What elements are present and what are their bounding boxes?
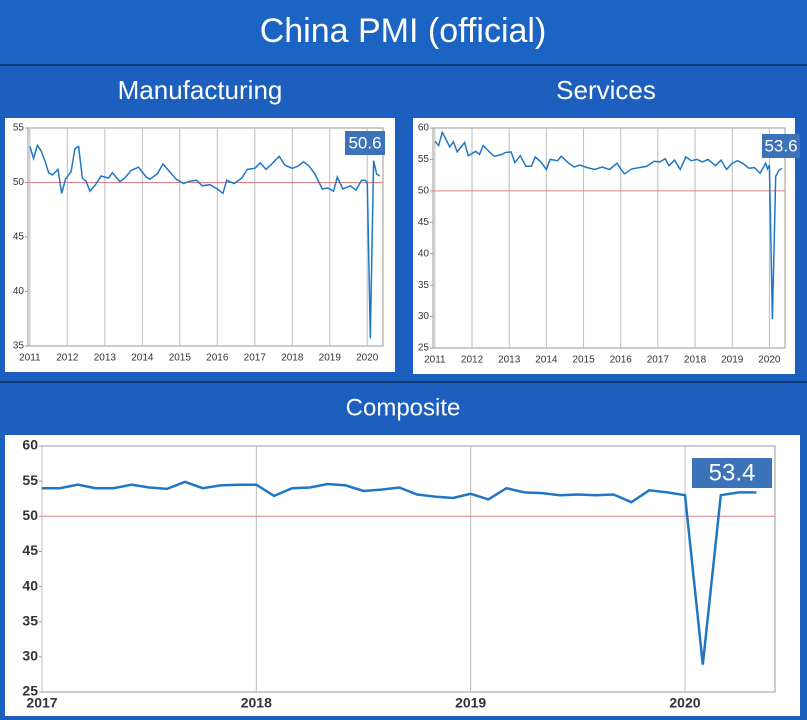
panel [413, 118, 795, 374]
page-title: China PMI (official) [260, 12, 547, 50]
y-tick-label: 35 [13, 341, 25, 352]
y-tick-label: 60 [22, 437, 38, 453]
x-tick-label: 2018 [281, 353, 304, 364]
y-tick-label: 55 [418, 154, 430, 165]
x-tick-label: 2014 [131, 353, 154, 364]
x-tick-label: 2018 [241, 695, 272, 711]
y-tick-label: 40 [13, 286, 25, 297]
x-tick-label: 2011 [19, 353, 41, 364]
annotation: 50.6 [348, 133, 381, 152]
annotation-box [692, 458, 772, 488]
x-tick-label: 2015 [572, 355, 595, 366]
y-tick-label: 45 [418, 217, 430, 228]
annotation-box [762, 134, 800, 158]
x-tick-label: 2011 [424, 355, 446, 366]
x-tick-label: 2020 [758, 355, 781, 366]
y-tick-label: 40 [22, 577, 38, 593]
plot-frame [432, 127, 786, 349]
y-tick-label: 50 [22, 507, 38, 523]
y-tick-label: 45 [13, 232, 25, 243]
y-tick-label: 40 [418, 248, 430, 259]
x-tick-label: 2017 [244, 353, 267, 364]
y-tick-label: 25 [418, 343, 430, 354]
annotation-box [345, 131, 385, 155]
x-tick-label: 2013 [498, 355, 521, 366]
x-tick-label: 2019 [455, 695, 486, 711]
panel [5, 435, 800, 716]
x-tick-label: 2014 [535, 355, 558, 366]
y-tick-label: 30 [418, 311, 430, 322]
x-tick-label: 2012 [461, 355, 484, 366]
header [0, 0, 807, 64]
y-tick-label: 55 [13, 123, 25, 134]
x-tick-label: 2016 [206, 353, 229, 364]
y-tick-label: 60 [418, 123, 430, 134]
x-tick-label: 2017 [26, 695, 57, 711]
panel [5, 118, 395, 372]
x-tick-label: 2020 [356, 353, 379, 364]
y-tick-label: 45 [22, 542, 38, 558]
y-tick-label: 25 [22, 683, 38, 699]
x-tick-label: 2018 [684, 355, 707, 366]
y-tick-label: 30 [22, 648, 38, 664]
x-tick-label: 2019 [721, 355, 744, 366]
y-tick-label: 50 [418, 185, 430, 196]
x-tick-label: 2017 [647, 355, 670, 366]
y-tick-label: 35 [22, 612, 38, 628]
chart-title: Composite [346, 394, 461, 421]
x-tick-label: 2016 [610, 355, 633, 366]
y-tick-label: 50 [13, 177, 25, 188]
data-line [434, 130, 783, 320]
x-tick-label: 2019 [319, 353, 342, 364]
chart-title: Manufacturing [118, 75, 283, 105]
y-tick-label: 55 [22, 472, 38, 488]
data-line [42, 480, 757, 665]
x-tick-label: 2020 [669, 695, 700, 711]
x-tick-label: 2015 [169, 353, 192, 364]
annotation: 53.6 [764, 136, 797, 155]
annotation: 53.4 [709, 459, 756, 486]
chart-title: Services [556, 75, 656, 105]
y-tick-label: 35 [418, 280, 430, 291]
data-line [29, 143, 381, 339]
x-tick-label: 2012 [56, 353, 79, 364]
x-tick-label: 2013 [94, 353, 117, 364]
